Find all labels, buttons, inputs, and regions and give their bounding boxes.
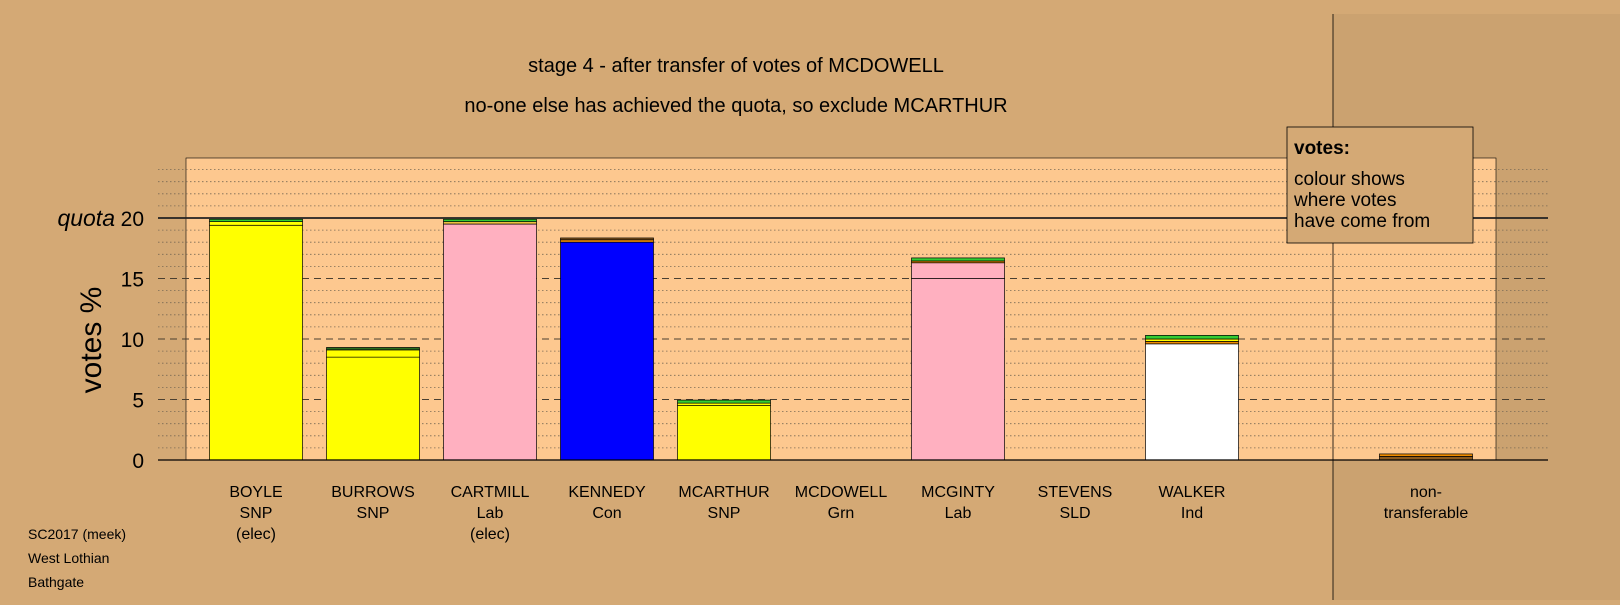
x-tick-label: SNP [240, 505, 273, 522]
bar-segment [560, 241, 654, 461]
bar-segment [1145, 343, 1239, 461]
x-tick-label: MCARTHUR [678, 484, 769, 501]
bar-segment [1145, 338, 1239, 342]
bar-segment [911, 262, 1005, 279]
footer-election: SC2017 (meek) [28, 526, 127, 542]
x-tick-label: BURROWS [331, 484, 415, 501]
footer-ward: Bathgate [28, 574, 85, 590]
bar-segment [677, 405, 771, 461]
x-tick-label: SLD [1059, 505, 1090, 522]
bar-segment [443, 223, 537, 461]
chart-title: stage 4 - after transfer of votes of MCD… [528, 55, 944, 77]
x-tick-label: Grn [828, 505, 855, 522]
x-tick-label: non- [1410, 484, 1442, 501]
legend-box [1286, 126, 1474, 244]
legend-text: colour shows [1294, 169, 1405, 190]
bar-segment [326, 356, 420, 461]
bar-segment [1145, 341, 1239, 345]
legend-text: have come from [1294, 211, 1430, 232]
x-tick-label: CARTMILL [451, 484, 530, 501]
bar-segment [443, 221, 537, 225]
bar-segment [677, 399, 771, 404]
x-tick-label: Ind [1181, 505, 1203, 522]
legend-title: votes: [1294, 138, 1350, 159]
x-tick-label: SNP [357, 505, 390, 522]
x-tick-label: Lab [945, 505, 972, 522]
y-tick-label: 5 [132, 390, 144, 413]
chart-subtitle: no-one else has achieved the quota, so e… [464, 95, 1007, 117]
nontransferable-bar-segment [1379, 453, 1473, 457]
bar-segment [209, 224, 303, 461]
footer-council: West Lothian [28, 550, 110, 566]
x-tick-label: transferable [1384, 505, 1469, 522]
bar-segment [326, 347, 420, 351]
y-tick-label: 0 [132, 450, 144, 473]
x-tick-label: MCDOWELL [795, 484, 888, 501]
bar-segment [1145, 335, 1239, 340]
y-axis-label: votes % [75, 287, 108, 394]
bar-segment [677, 402, 771, 406]
bar-segment [443, 218, 537, 222]
x-tick-label: (elec) [236, 526, 276, 543]
x-tick-label: Lab [477, 505, 504, 522]
y-tick-label: 20 [121, 208, 144, 231]
x-tick-label: WALKER [1159, 484, 1226, 501]
x-tick-label: (elec) [470, 526, 510, 543]
x-tick-label: BOYLE [229, 484, 282, 501]
legend-text: where votes [1293, 190, 1396, 211]
y-tick-label: 10 [121, 329, 144, 352]
x-tick-label: Con [592, 505, 621, 522]
bar-segment [911, 257, 1005, 262]
bar-segment [209, 221, 303, 226]
x-tick-label: SNP [708, 505, 741, 522]
bar-segment [326, 349, 420, 358]
y-tick-label: 15 [121, 269, 144, 292]
quota-label: quota [57, 205, 115, 231]
x-tick-label: STEVENS [1038, 484, 1113, 501]
bar-segment [560, 239, 654, 243]
x-tick-label: KENNEDY [568, 484, 646, 501]
bar-segment [209, 218, 303, 222]
bar-segment [560, 237, 654, 241]
bar-segment [911, 278, 1005, 461]
x-tick-label: MCGINTY [921, 484, 995, 501]
